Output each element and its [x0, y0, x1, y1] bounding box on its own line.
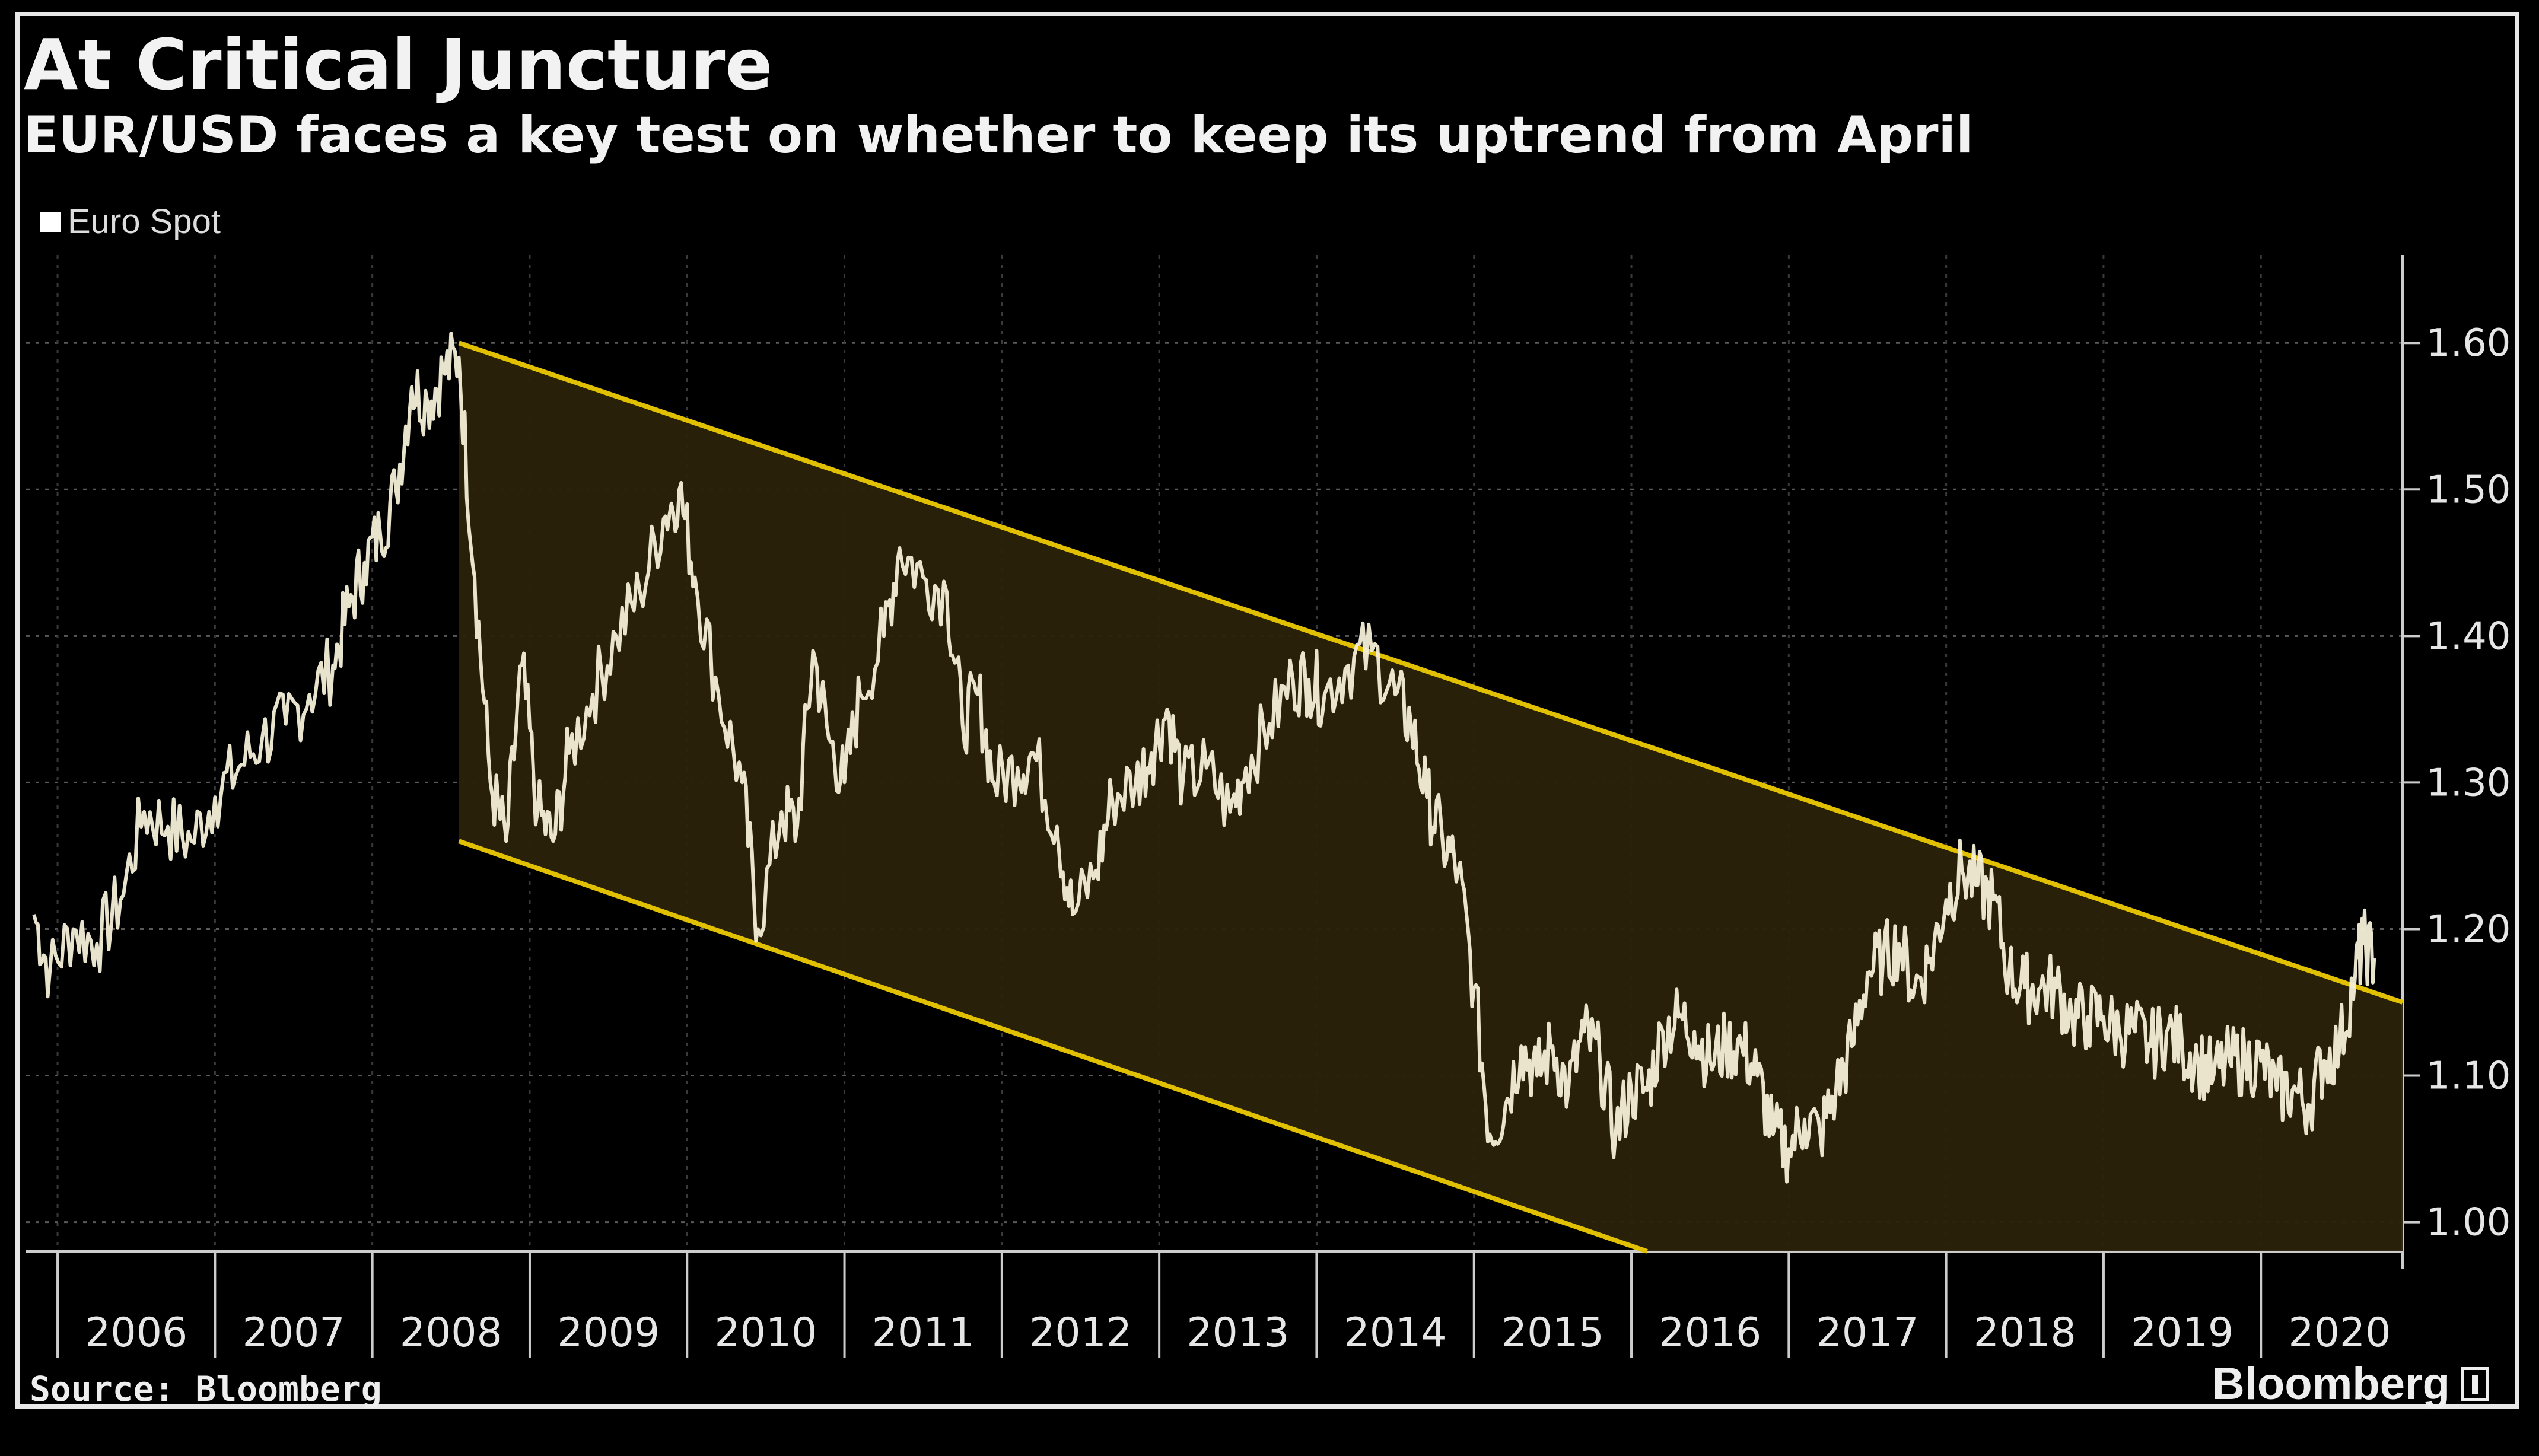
x-tick-label: 2007 — [242, 1310, 345, 1356]
x-tick-label: 2009 — [557, 1310, 660, 1356]
chart-title: At Critical Juncture — [24, 24, 773, 106]
channel-upper-line — [458, 340, 2404, 1005]
x-tick-label: 2018 — [1974, 1310, 2076, 1356]
x-tick-label: 2006 — [85, 1310, 187, 1356]
chart-subtitle: EUR/USD faces a key test on whether to k… — [24, 106, 1974, 165]
y-tick-label: 1.20 — [2426, 907, 2511, 951]
series-line-euro-spot — [32, 332, 2376, 1184]
x-tick-label: 2011 — [872, 1310, 975, 1356]
y-tick-label: 1.60 — [2426, 321, 2511, 365]
y-tick-label: 1.10 — [2426, 1054, 2511, 1098]
y-tick-label: 1.00 — [2426, 1201, 2511, 1245]
bloomberg-terminal-icon — [2461, 1366, 2489, 1401]
legend: Euro Spot — [40, 202, 221, 241]
x-tick-label: 2020 — [2288, 1310, 2391, 1356]
x-tick-label: 2016 — [1659, 1310, 1761, 1356]
x-tick-label: 2017 — [1816, 1310, 1918, 1356]
x-tick-label: 2008 — [400, 1310, 502, 1356]
y-tick-label: 1.50 — [2426, 468, 2511, 512]
legend-swatch-euro-spot — [40, 211, 61, 232]
x-tick-label: 2010 — [714, 1310, 817, 1356]
channel-lower-line — [458, 839, 1648, 1254]
brand-label: Bloomberg — [2212, 1359, 2450, 1409]
legend-label-euro-spot: Euro Spot — [68, 202, 221, 241]
x-tick-label: 2013 — [1186, 1310, 1289, 1356]
bloomberg-logo: Bloomberg — [2212, 1358, 2489, 1410]
source-note: Source: Bloomberg — [30, 1369, 382, 1409]
x-tick-label: 2014 — [1344, 1310, 1447, 1356]
frame-border — [15, 12, 2519, 1409]
y-tick-label: 1.40 — [2426, 614, 2511, 658]
y-tick-label: 1.30 — [2426, 761, 2511, 805]
x-tick-label: 2012 — [1029, 1310, 1132, 1356]
x-tick-label: 2019 — [2131, 1310, 2233, 1356]
x-tick-label: 2015 — [1501, 1310, 1604, 1356]
